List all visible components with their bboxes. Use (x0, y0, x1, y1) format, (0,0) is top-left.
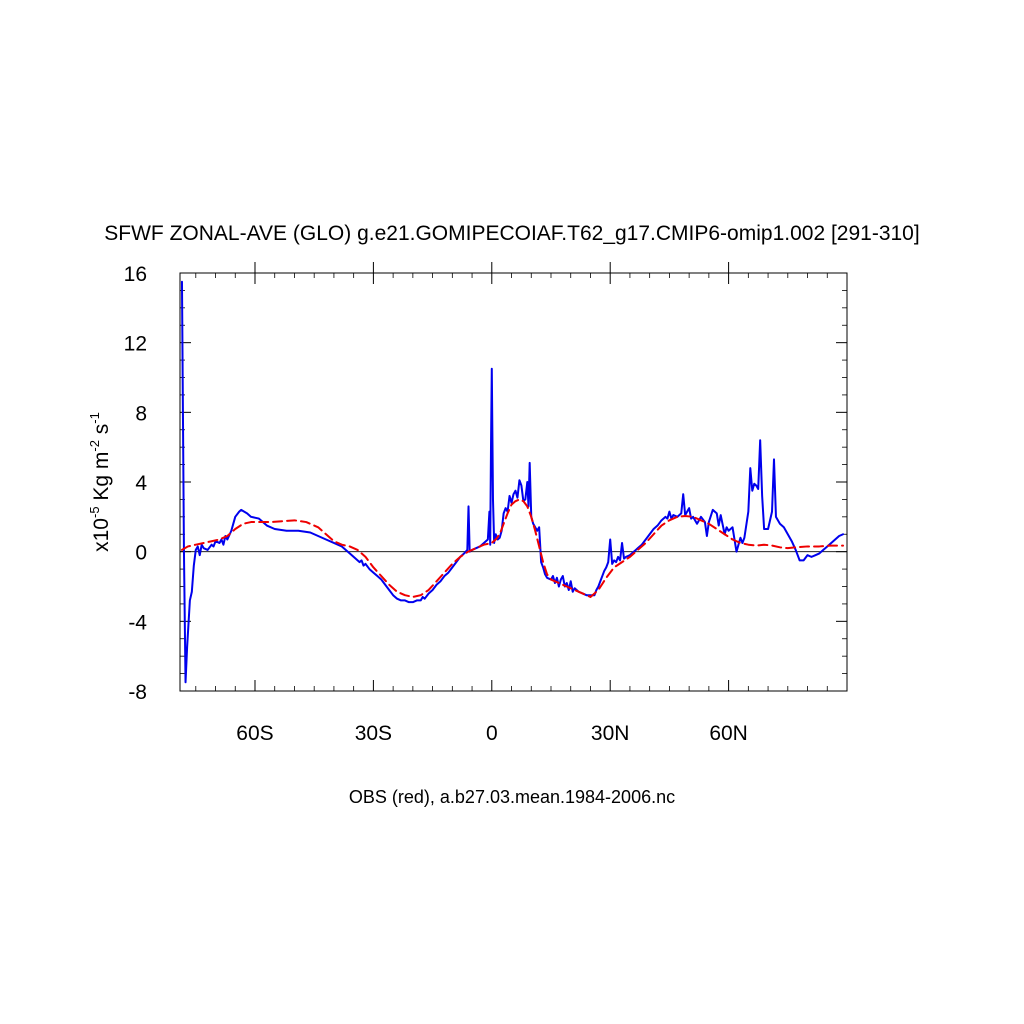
y-tick-label: 0 (135, 542, 147, 565)
obs-series-line (180, 498, 845, 598)
model-series-line (180, 280, 845, 684)
plot-area: 60S 30S 0 30N 60N -8 -4 0 4 8 12 16 (124, 262, 848, 745)
data-series (180, 280, 845, 684)
y-tick-label: 8 (135, 402, 147, 425)
chart-caption: OBS (red), a.b27.03.mean.1984-2006.nc (349, 787, 675, 807)
y-tick-label: -8 (128, 681, 147, 704)
x-tick-label: 60S (236, 722, 273, 745)
y-tick-label: -4 (128, 611, 147, 634)
x-tick-label: 30N (591, 722, 630, 745)
y-tick-label: 12 (124, 333, 147, 356)
x-tick-label: 0 (486, 722, 498, 745)
x-tick-label: 30S (355, 722, 392, 745)
axis-tick-labels: 60S 30S 0 30N 60N -8 -4 0 4 8 12 16 (124, 263, 748, 745)
y-axis-label: x10-5 Kg m-2 s-1 (87, 412, 113, 552)
axis-ticks (180, 262, 847, 692)
x-tick-label: 60N (709, 722, 748, 745)
y-tick-label: 4 (135, 472, 147, 495)
chart-title: SFWF ZONAL-AVE (GLO) g.e21.GOMIPECOIAF.T… (104, 222, 919, 245)
y-tick-label: 16 (124, 263, 147, 286)
plot-frame (179, 272, 848, 692)
